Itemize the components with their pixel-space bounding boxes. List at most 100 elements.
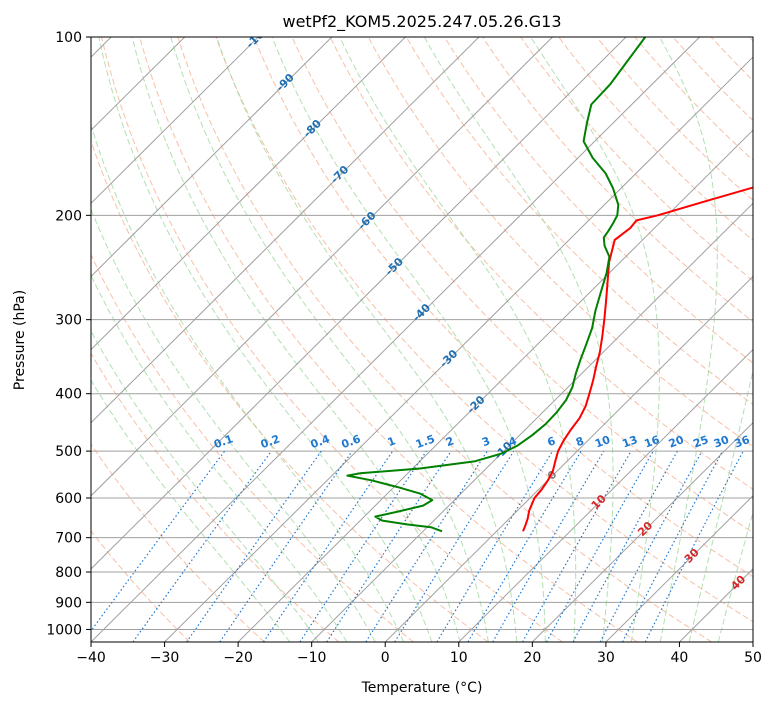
mixing-ratio-line bbox=[436, 450, 554, 642]
dry-adiabat-line bbox=[91, 352, 340, 642]
mixing-ratio-line bbox=[546, 450, 654, 642]
mixing-ratio-label: 4 bbox=[507, 434, 519, 449]
mixing-ratio-label: 2 bbox=[444, 434, 456, 449]
dry-adiabat-line bbox=[405, 37, 753, 406]
mixing-ratio-line bbox=[599, 450, 703, 642]
dry-adiabat-line bbox=[253, 37, 753, 578]
mixing-ratio-label: 0.4 bbox=[309, 432, 332, 451]
isotherm-line bbox=[164, 56, 753, 642]
moist-adiabat-line bbox=[91, 379, 291, 642]
dry-adiabat-line bbox=[558, 37, 753, 242]
moist-adiabat-line bbox=[91, 274, 348, 642]
moist-adiabat-line bbox=[91, 123, 405, 642]
mixing-ratio-line bbox=[132, 450, 272, 642]
x-tick-label: −40 bbox=[76, 650, 106, 666]
mixing-ratio-line bbox=[521, 450, 632, 642]
x-tick-label: −10 bbox=[297, 650, 327, 666]
mixing-ratio-label: 13 bbox=[620, 433, 639, 450]
isotherm-line bbox=[237, 129, 753, 642]
mixing-ratio-label: 0.1 bbox=[212, 432, 235, 451]
moist-adiabat-line bbox=[131, 37, 461, 642]
moist-adiabat-line bbox=[216, 37, 518, 642]
dry-adiabat-line bbox=[444, 37, 753, 364]
y-tick-label: 700 bbox=[55, 531, 82, 547]
isotherm-line bbox=[91, 37, 406, 351]
x-tick-label: 40 bbox=[671, 650, 689, 666]
y-axis-label: Pressure (hPa) bbox=[12, 290, 28, 390]
mixing-ratio-label: 6 bbox=[546, 434, 558, 449]
background-lines bbox=[91, 37, 753, 642]
mixing-ratio-label: 0.6 bbox=[340, 432, 363, 451]
y-tick-label: 200 bbox=[55, 208, 82, 224]
y-tick-label: 100 bbox=[55, 30, 82, 46]
moist-adiabat-line bbox=[339, 37, 577, 642]
x-tick-label: 10 bbox=[450, 650, 468, 666]
isotherm-line bbox=[91, 37, 333, 278]
x-tick-label: 20 bbox=[523, 650, 541, 666]
moist-adiabat-line bbox=[98, 37, 433, 642]
x-tick-label: −30 bbox=[150, 650, 180, 666]
plot-frame bbox=[90, 36, 754, 643]
moist-adiabat-line bbox=[658, 37, 718, 642]
moist-adiabat-line bbox=[717, 510, 753, 642]
mixing-ratio-line bbox=[467, 450, 582, 642]
x-tick-label: −20 bbox=[223, 650, 253, 666]
mixing-ratio-label: 1.5 bbox=[414, 432, 437, 451]
dry-adiabat-line bbox=[101, 37, 563, 642]
y-tick-label: 400 bbox=[55, 387, 82, 403]
isotherm-line bbox=[91, 37, 700, 642]
dry-adiabat-line bbox=[634, 37, 753, 161]
isotherm-line bbox=[384, 275, 753, 642]
mixing-ratio-line bbox=[365, 450, 488, 642]
mixing-ratio-line bbox=[572, 450, 678, 642]
isotherm-line bbox=[91, 37, 259, 205]
dry-adiabat-line bbox=[177, 37, 713, 642]
dry-adiabat-line bbox=[139, 37, 638, 642]
isotherm-line bbox=[311, 202, 753, 642]
moist-adiabat-line bbox=[530, 37, 660, 642]
x-axis: −40 −30 −20 −10 0 10 20 30 40 50 bbox=[76, 642, 762, 666]
y-tick-label: 500 bbox=[55, 444, 82, 460]
y-tick-label: 300 bbox=[55, 313, 82, 329]
moist-adiabat-line bbox=[91, 330, 319, 642]
mixing-ratio-label: 8 bbox=[574, 434, 586, 449]
dry-adiabat-line bbox=[91, 530, 191, 642]
moist-adiabat-line bbox=[688, 368, 753, 642]
mixing-ratio-line bbox=[219, 450, 353, 642]
mixing-ratio-line bbox=[492, 450, 605, 642]
dry-adiabat-line bbox=[482, 37, 753, 323]
mixing-ratio-label: 16 bbox=[643, 433, 662, 451]
mixing-ratio-label: 0.2 bbox=[259, 432, 282, 451]
isotherm-line bbox=[531, 421, 753, 642]
chart-title: wetPf2_KOM5.2025.247.05.26.G13 bbox=[282, 12, 561, 32]
mixing-ratio-label: 25 bbox=[691, 433, 710, 450]
x-axis-label: Temperature (°C) bbox=[361, 680, 483, 696]
isotherm-line bbox=[91, 37, 553, 497]
dry-adiabat-line bbox=[520, 37, 753, 282]
mixing-ratio-line bbox=[186, 450, 322, 642]
moist-adiabat-line bbox=[170, 37, 489, 642]
sounding-traces bbox=[346, 37, 753, 533]
isotherm-line bbox=[605, 495, 753, 642]
temperature-trace bbox=[522, 186, 753, 532]
dry-adiabat-line bbox=[291, 37, 753, 534]
x-tick-label: 30 bbox=[597, 650, 615, 666]
mixing-ratio-label: 20 bbox=[667, 433, 686, 451]
mixing-ratio-label: 3 bbox=[480, 434, 492, 449]
mixing-ratio-label: 30 bbox=[712, 433, 731, 451]
y-tick-label: 900 bbox=[55, 595, 82, 611]
isotherm-line bbox=[458, 348, 753, 642]
isotherm-line bbox=[91, 37, 480, 424]
mixing-ratio-line bbox=[394, 450, 515, 642]
y-tick-label: 1000 bbox=[46, 622, 82, 638]
mixing-ratio-label: 10 bbox=[593, 433, 612, 451]
y-axis: 100 200 300 400 500 600 700 800 900 1000 bbox=[46, 30, 91, 638]
mixing-ratio-label: 1 bbox=[386, 434, 398, 449]
mixing-ratio-label: 36 bbox=[733, 433, 752, 451]
y-tick-label: 800 bbox=[55, 565, 82, 581]
dry-adiabat-line bbox=[596, 37, 753, 201]
y-tick-label: 600 bbox=[55, 491, 82, 507]
dry-adiabat-line bbox=[329, 37, 753, 490]
dry-adiabat-line bbox=[215, 37, 753, 623]
